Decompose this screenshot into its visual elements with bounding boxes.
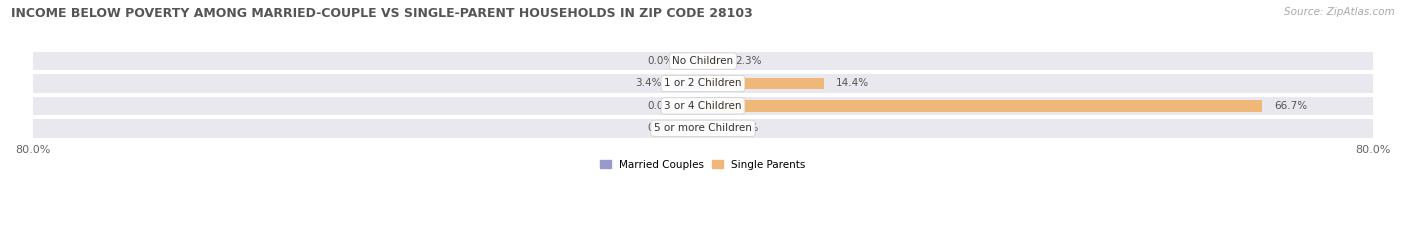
Text: 0.0%: 0.0%	[733, 123, 759, 133]
Bar	[686, 55, 703, 67]
Bar	[32, 52, 1374, 70]
Text: No Children: No Children	[672, 56, 734, 66]
Text: INCOME BELOW POVERTY AMONG MARRIED-COUPLE VS SINGLE-PARENT HOUSEHOLDS IN ZIP COD: INCOME BELOW POVERTY AMONG MARRIED-COUPL…	[11, 7, 754, 20]
Bar	[675, 78, 703, 89]
Legend: Married Couples, Single Parents: Married Couples, Single Parents	[600, 160, 806, 170]
Text: Source: ZipAtlas.com: Source: ZipAtlas.com	[1284, 7, 1395, 17]
Text: 0.0%: 0.0%	[647, 56, 673, 66]
Text: 0.0%: 0.0%	[647, 101, 673, 111]
Bar	[686, 100, 703, 112]
Bar	[686, 123, 703, 134]
Bar	[32, 119, 1374, 137]
Bar	[703, 78, 824, 89]
Text: 3 or 4 Children: 3 or 4 Children	[664, 101, 742, 111]
Text: 3.4%: 3.4%	[636, 79, 662, 89]
Bar	[32, 97, 1374, 115]
Text: 14.4%: 14.4%	[837, 79, 869, 89]
Text: 1 or 2 Children: 1 or 2 Children	[664, 79, 742, 89]
Text: 5 or more Children: 5 or more Children	[654, 123, 752, 133]
Bar	[703, 123, 720, 134]
Text: 0.0%: 0.0%	[647, 123, 673, 133]
Bar	[703, 100, 1261, 112]
Bar	[32, 74, 1374, 93]
Text: 66.7%: 66.7%	[1274, 101, 1308, 111]
Bar	[703, 55, 723, 67]
Text: 2.3%: 2.3%	[735, 56, 761, 66]
